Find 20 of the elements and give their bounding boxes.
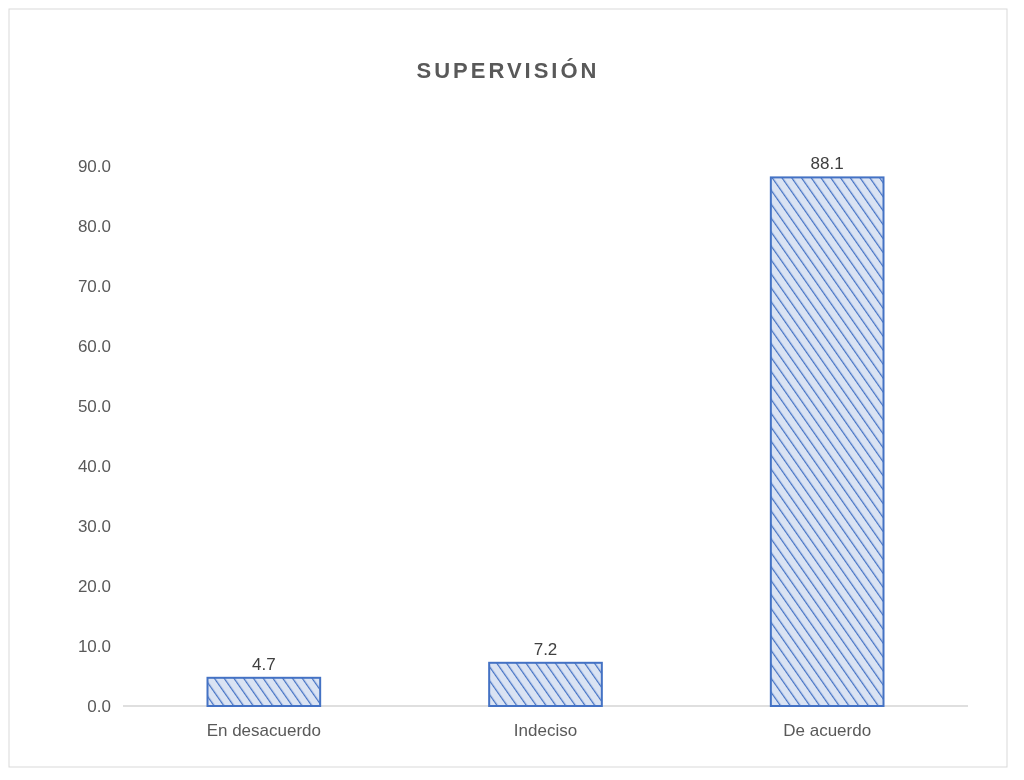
y-tick-label: 30.0 xyxy=(77,516,111,536)
bar xyxy=(488,661,603,707)
y-tick-label: 80.0 xyxy=(77,216,111,236)
y-tick-label: 10.0 xyxy=(77,636,111,656)
y-tick-label: 90.0 xyxy=(77,156,111,176)
y-tick-label: 20.0 xyxy=(77,576,111,596)
y-tick-label: 70.0 xyxy=(77,276,111,296)
y-tick-label: 60.0 xyxy=(77,336,111,356)
data-label: 7.2 xyxy=(533,639,558,659)
bar xyxy=(206,676,322,707)
x-tick-label: De acuerdo xyxy=(783,721,872,740)
y-tick-label: 50.0 xyxy=(77,396,111,416)
data-label: 88.1 xyxy=(810,154,844,174)
data-label: 4.7 xyxy=(252,654,276,674)
x-tick-label: Indeciso xyxy=(513,721,578,740)
y-tick-label: 40.0 xyxy=(77,456,111,476)
chart-title: SUPERVISIÓN xyxy=(416,58,600,83)
bar xyxy=(769,176,885,707)
y-tick-label: 0.0 xyxy=(87,696,111,716)
x-tick-label: En desacuerdo xyxy=(206,721,322,740)
